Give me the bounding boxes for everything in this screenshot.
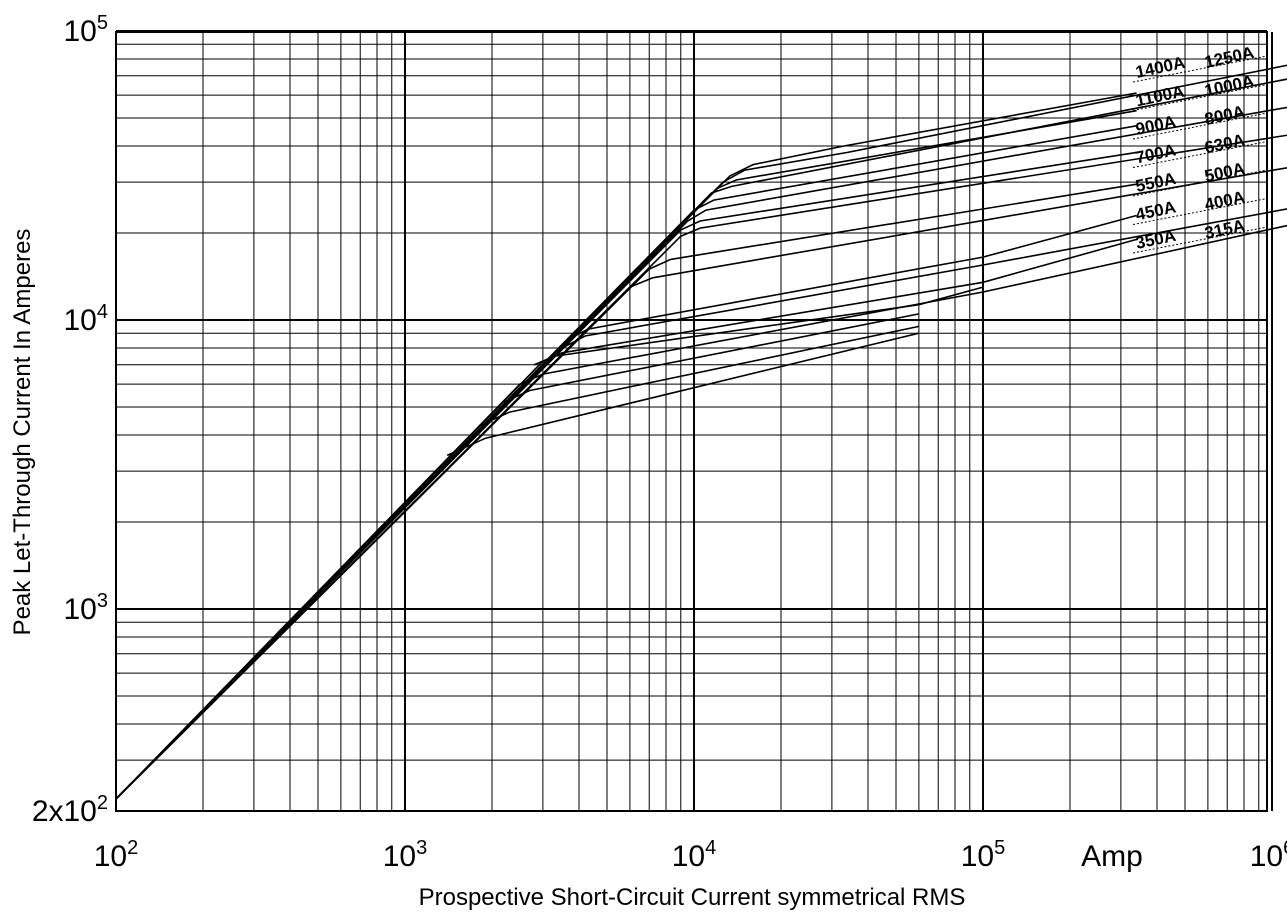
label-leader	[1132, 112, 1268, 140]
series-label-1400a: 1400A	[1134, 53, 1187, 82]
chart-grid	[115, 29, 1273, 812]
x-unit-label: Amp	[1081, 840, 1143, 873]
series-label-800a: 800A	[1203, 102, 1247, 129]
y-tick-label: 2x102	[32, 792, 108, 828]
series-label-350a: 350A	[1134, 226, 1178, 253]
label-leader	[1132, 84, 1268, 111]
x-axis-title: Prospective Short-Circuit Current symmet…	[419, 884, 966, 911]
series-line-630a	[115, 134, 1287, 800]
series-label-315a: 315A	[1203, 216, 1247, 243]
series-label-550a: 550A	[1134, 169, 1178, 196]
series-label-630a: 630A	[1203, 130, 1247, 157]
y-tick-label: 103	[64, 590, 109, 626]
series-label-450a: 450A	[1134, 197, 1178, 224]
y-tick-label: 104	[64, 301, 109, 337]
fuse-curves	[115, 64, 1287, 800]
x-tick-label: 105	[961, 837, 1006, 873]
label-leader	[1132, 226, 1268, 254]
y-tick-label: 105	[64, 12, 109, 48]
series-line-branch	[503, 313, 920, 403]
series-line-400a	[115, 208, 1287, 800]
series-line-500a	[115, 166, 1287, 800]
series-label-1100a: 1100A	[1134, 82, 1186, 111]
series-line-1000a	[115, 78, 1287, 800]
series-line-1250a	[115, 64, 1287, 800]
label-leader	[1132, 169, 1268, 197]
x-tick-label: 102	[94, 837, 139, 873]
series-line-branch	[446, 332, 920, 457]
label-leader	[1132, 198, 1268, 225]
series-line-branch	[478, 325, 920, 427]
label-leader	[1132, 141, 1268, 168]
series-label-700a: 700A	[1134, 140, 1178, 167]
plot-frame	[115, 31, 1268, 812]
series-label-900a: 900A	[1134, 112, 1178, 139]
x-tick-label: 106	[1250, 837, 1287, 873]
series-line-branch	[533, 286, 984, 366]
series-label-1250a: 1250A	[1203, 43, 1256, 72]
series-line-315a	[115, 224, 1287, 800]
series-labels: 1400A1100A900A700A550A450A350A1250A1000A…	[1132, 43, 1268, 254]
x-tick-label: 104	[672, 837, 717, 873]
x-tick-label: 103	[383, 837, 428, 873]
y-tick-labels: 2x102 103 104 105	[32, 12, 108, 828]
label-leader	[1132, 55, 1268, 83]
y-axis-title: Peak Let-Through Current In Amperes	[9, 229, 36, 636]
series-label-400a: 400A	[1203, 187, 1247, 214]
series-line-450a	[115, 214, 1137, 800]
series-line-800a	[115, 106, 1287, 800]
